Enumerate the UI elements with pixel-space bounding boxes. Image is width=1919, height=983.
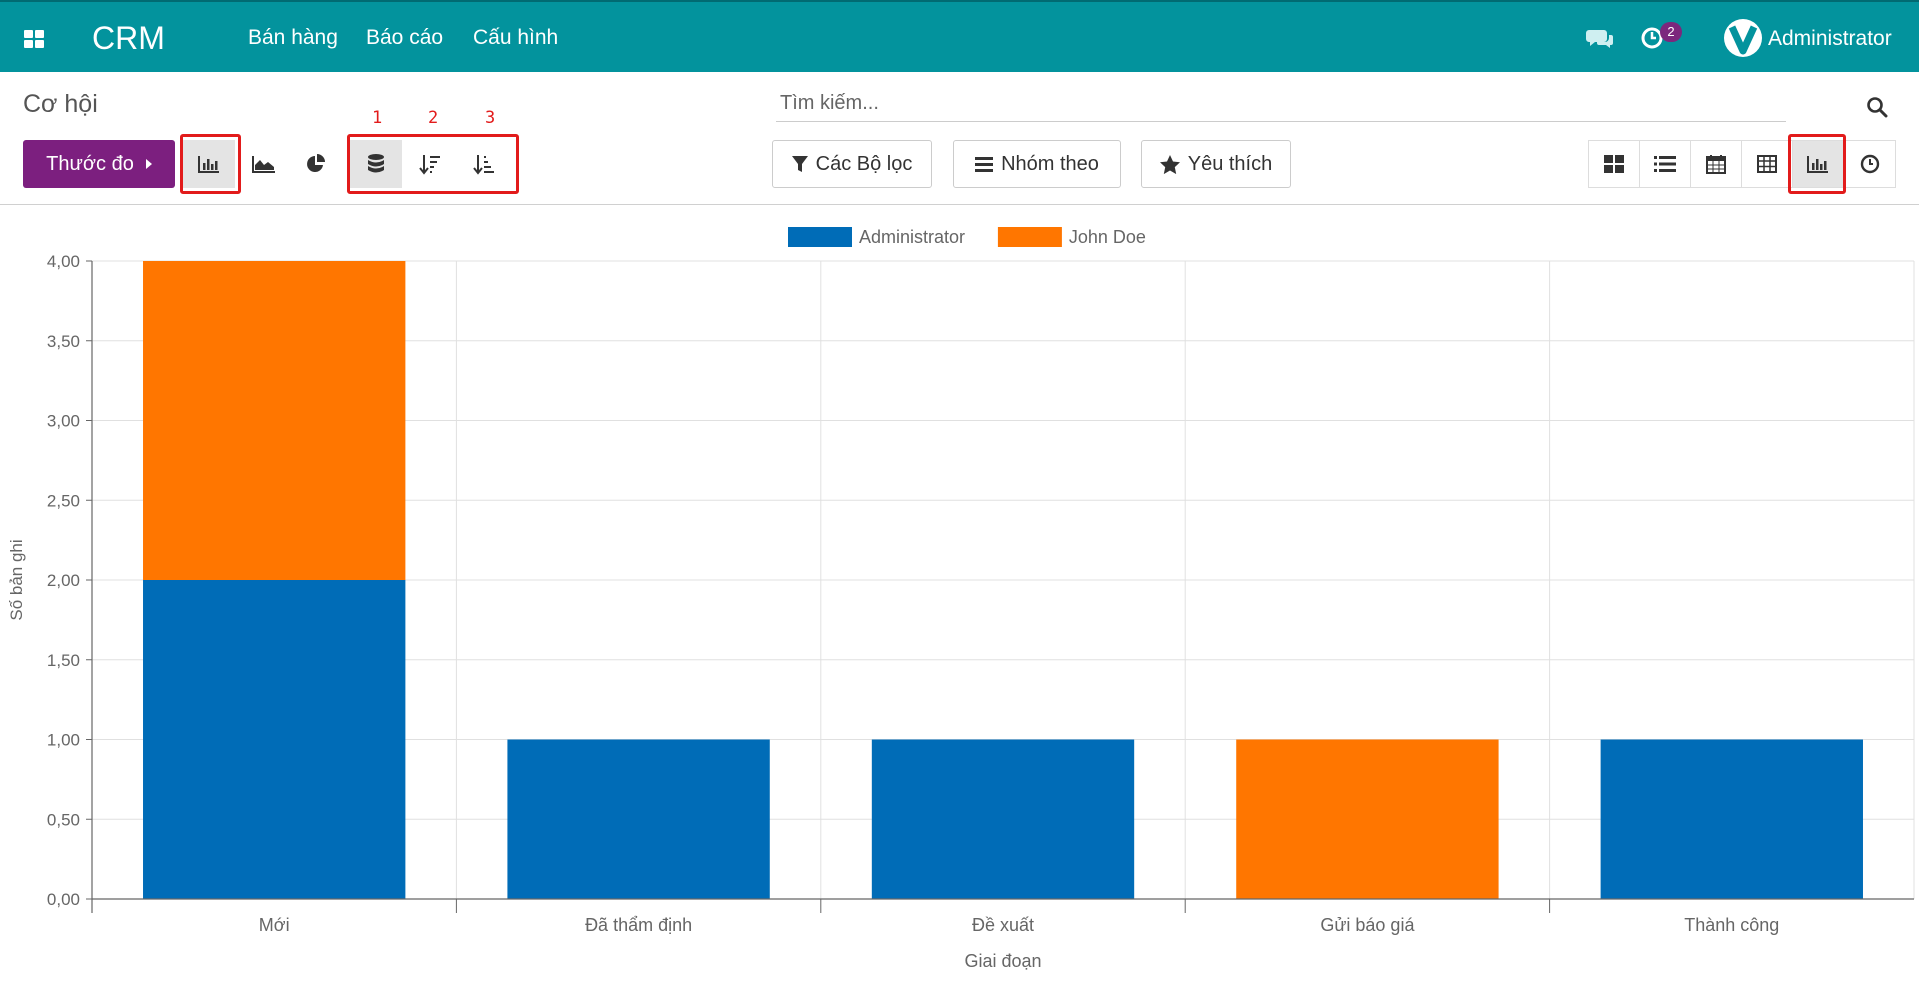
legend-label: John Doe [1069,227,1146,247]
search-input[interactable] [776,86,1786,122]
filters-label: Các Bộ lọc [815,152,913,175]
x-tick-label: Gửi báo giá [1320,915,1415,935]
top-navbar: CRM Bán hàng Báo cáo Cấu hình 2 Administ… [0,0,1919,72]
pie-chart-button[interactable] [290,140,342,188]
bar [507,739,770,899]
menu-configuration[interactable]: Cấu hình [473,26,559,49]
table-icon [1757,155,1777,173]
kanban-icon [1604,155,1624,173]
filters-button[interactable]: Các Bộ lọc [772,140,932,188]
user-menu[interactable]: Administrator [1768,27,1892,50]
caret-right-icon [145,159,152,169]
y-tick-label: 2,00 [47,571,80,590]
graph-chart: Administrator John Doe 0,00 0,50 1,00 1,50 2,… [0,206,1919,978]
measures-label: Thước đo [46,152,134,175]
graph-view-button[interactable] [1793,141,1844,187]
y-tick-label: 1,50 [47,651,80,670]
line-chart-button[interactable] [238,140,290,188]
x-tick-label: Đề xuất [972,915,1034,935]
star-icon [1159,154,1180,174]
group-by-button[interactable]: Nhóm theo [953,140,1121,188]
bars-icon [975,157,994,172]
legend-swatch [788,227,852,247]
chat-icon[interactable] [1586,28,1614,50]
stacked-toggle-button[interactable] [350,140,402,188]
bar [1600,739,1863,899]
apps-menu-icon[interactable] [24,30,44,48]
x-tick-label: Đã thẩm định [585,915,692,935]
view-switcher [1588,140,1896,188]
x-tick-label: Thành công [1684,915,1779,935]
database-icon [368,154,384,173]
legend-label: Administrator [859,227,965,247]
company-logo-icon [1728,25,1758,55]
user-avatar[interactable] [1724,19,1762,57]
y-axis-title: Số bản ghi [7,539,26,620]
menu-reporting[interactable]: Báo cáo [366,26,444,49]
y-tick-label: 3,50 [47,332,80,351]
bar-chart-icon [198,156,219,173]
filter-icon [791,156,808,172]
x-axis-title: Giai đoạn [964,951,1041,971]
app-name[interactable]: CRM [92,20,165,56]
calendar-view-button[interactable] [1691,141,1742,187]
y-tick-label: 0,50 [47,810,80,829]
chart-legend: Administrator John Doe [788,227,1146,247]
list-view-button[interactable] [1640,141,1691,187]
calendar-icon [1706,155,1726,174]
measures-button[interactable]: Thước đo [23,140,175,188]
clock-icon [1860,154,1879,174]
sort-descending-icon [419,155,440,175]
page-title: Cơ hội [23,90,98,118]
sort-ascending-button[interactable] [458,140,510,188]
legend-swatch [997,227,1062,247]
favorites-button[interactable]: Yêu thích [1141,140,1291,188]
list-icon [1654,156,1676,172]
y-tick-label: 0,00 [47,890,80,909]
kanban-view-button[interactable] [1589,141,1640,187]
bar [871,739,1135,899]
activity-view-button[interactable] [1844,141,1895,187]
stacked-bar-chart: Administrator John Doe 0,00 0,50 1,00 1,50 2,… [7,227,1915,971]
sort-ascending-icon [473,155,494,175]
search-icon[interactable] [1866,96,1888,118]
group-by-label: Nhóm theo [1001,152,1099,175]
bar [1236,739,1499,899]
chart-axes: 0,00 0,50 1,00 1,50 2,00 2,50 3,00 3,50 4,00 Mới Đ… [7,252,1914,971]
x-tick-label: Mới [259,915,290,935]
activity-count-badge: 2 [1660,22,1682,42]
area-chart-icon [252,156,275,173]
pie-chart-icon [307,154,325,172]
bar-chart-icon [1807,156,1828,173]
bar [143,261,406,580]
y-tick-label: 2,50 [47,491,80,510]
y-tick-label: 1,00 [47,731,80,750]
pivot-view-button[interactable] [1742,141,1793,187]
menu-sales[interactable]: Bán hàng [248,26,338,49]
sort-descending-button[interactable] [404,140,456,188]
bar [143,580,406,899]
y-tick-label: 3,00 [47,412,80,431]
control-panel: Cơ hội Thước đo [0,72,1919,205]
favorites-label: Yêu thích [1187,152,1273,175]
annotation-number-1: 1 [372,108,383,128]
annotation-number-2: 2 [428,108,439,128]
y-tick-label: 4,00 [47,252,80,271]
annotation-number-3: 3 [485,108,496,128]
chart-bars [143,261,1863,899]
bar-chart-button[interactable] [183,140,235,188]
